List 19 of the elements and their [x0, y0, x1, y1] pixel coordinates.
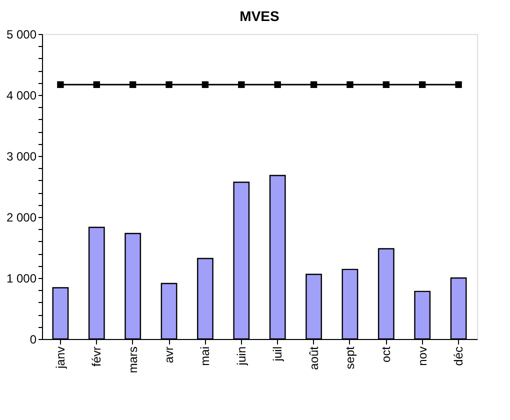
- x-tick-label: avr: [162, 346, 176, 364]
- x-tick-label: juin: [234, 346, 248, 366]
- x-tick-label: mars: [126, 346, 140, 374]
- y-tick-label: 5 000: [6, 28, 37, 42]
- x-tick-label: août: [306, 346, 321, 370]
- x-tick-label: févr: [90, 346, 104, 367]
- x-tick-label: mai: [198, 346, 212, 366]
- x-tick-label: oct: [379, 346, 394, 363]
- y-tick-label: 4 000: [6, 88, 37, 102]
- x-tick-label: nov: [415, 346, 430, 366]
- x-tick-label: sept: [342, 346, 357, 370]
- x-tick-label: janv: [53, 346, 68, 370]
- y-tick-label: 0: [30, 332, 37, 346]
- chart-title: MVES: [240, 8, 280, 24]
- y-tick-label: 1 000: [6, 272, 37, 286]
- x-tick-label: déc: [452, 346, 466, 366]
- y-tick-label: 2 000: [6, 210, 37, 224]
- x-tick-label: juil: [270, 346, 285, 362]
- y-tick-label: 3 000: [6, 150, 37, 164]
